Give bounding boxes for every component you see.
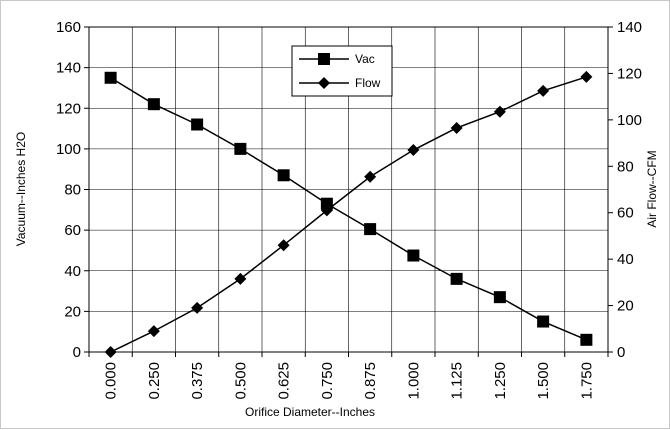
series-flow xyxy=(104,70,593,358)
right-y-axis-label: Air Flow--CFM xyxy=(645,150,659,227)
legend-box xyxy=(291,45,393,97)
right-tick-label: 60 xyxy=(617,205,634,222)
x-tick-label: 0.625 xyxy=(276,362,293,400)
right-tick-label: 0 xyxy=(617,344,625,361)
legend-item-vac: Vac xyxy=(299,52,375,66)
left-tick-label: 80 xyxy=(64,182,81,199)
flow-point xyxy=(407,144,420,157)
x-tick-label: 0.500 xyxy=(232,362,249,400)
vac-point xyxy=(493,291,506,304)
flow-point xyxy=(364,170,377,183)
flow-point xyxy=(104,346,117,358)
x-tick-label: 1.750 xyxy=(578,362,595,400)
flow-point xyxy=(493,105,506,118)
x-axis-ticks: 0.000 0.250 0.375 0.500 0.625 0.750 0.875 1.000… xyxy=(88,352,609,400)
right-tick-label: 100 xyxy=(617,112,642,129)
flow-line xyxy=(110,76,587,353)
left-tick-label: 60 xyxy=(64,222,81,239)
right-tick-label: 80 xyxy=(617,158,634,175)
x-tick-label: 0.000 xyxy=(103,362,120,400)
right-y-axis-ticks: 0 20 40 60 80 100 120 140 xyxy=(608,19,642,361)
left-tick-label: 100 xyxy=(56,141,81,158)
x-tick-label: 0.375 xyxy=(189,362,206,400)
right-tick-label: 120 xyxy=(617,65,642,82)
legend-item-flow: Flow xyxy=(299,76,381,90)
vac-point xyxy=(191,118,204,131)
legend-label: Flow xyxy=(355,76,381,90)
flow-point xyxy=(537,84,550,97)
x-axis-label: Orifice Diameter--Inches xyxy=(245,405,375,419)
left-tick-label: 140 xyxy=(56,60,81,77)
left-tick-label: 120 xyxy=(56,100,81,117)
legend-label: Vac xyxy=(355,52,375,66)
vac-point xyxy=(450,272,463,285)
vac-point xyxy=(407,249,420,262)
flow-point xyxy=(147,325,160,338)
x-tick-label: 0.750 xyxy=(319,362,336,400)
vac-point xyxy=(537,315,550,328)
legend: Vac Flow xyxy=(291,45,393,97)
left-tick-label: 20 xyxy=(64,303,81,320)
vac-point xyxy=(580,333,593,346)
left-tick-label: 160 xyxy=(56,19,81,36)
vac-point xyxy=(364,223,377,236)
x-tick-label: 0.875 xyxy=(362,362,379,400)
flow-point xyxy=(450,121,463,134)
left-y-axis-label: Vacuum--Inches H2O xyxy=(14,132,28,247)
vac-point xyxy=(277,169,290,182)
left-y-axis-ticks: 0 20 40 60 80 100 120 140 160 xyxy=(56,19,89,361)
flow-point xyxy=(277,239,290,252)
right-tick-label: 40 xyxy=(617,251,634,268)
flow-point xyxy=(191,301,204,314)
x-tick-label: 1.250 xyxy=(492,362,509,400)
vac-point xyxy=(320,197,333,210)
x-tick-label: 1.000 xyxy=(405,362,422,400)
series-layer xyxy=(104,70,593,358)
right-tick-label: 20 xyxy=(617,298,634,315)
vac-line xyxy=(110,77,587,341)
legend-marker xyxy=(318,53,330,65)
x-tick-label: 1.500 xyxy=(535,362,552,400)
left-tick-label: 40 xyxy=(64,263,81,280)
vac-point xyxy=(147,98,160,111)
x-tick-label: 1.125 xyxy=(449,362,466,400)
flow-point xyxy=(234,272,247,285)
left-tick-label: 0 xyxy=(73,344,81,361)
vac-point xyxy=(234,142,247,155)
vac-point xyxy=(104,71,117,84)
right-tick-label: 140 xyxy=(617,19,642,36)
flow-point xyxy=(320,204,333,217)
series-vac xyxy=(104,71,593,346)
flow-point xyxy=(580,70,593,83)
x-tick-label: 0.250 xyxy=(146,362,163,400)
legend-marker xyxy=(318,77,330,89)
